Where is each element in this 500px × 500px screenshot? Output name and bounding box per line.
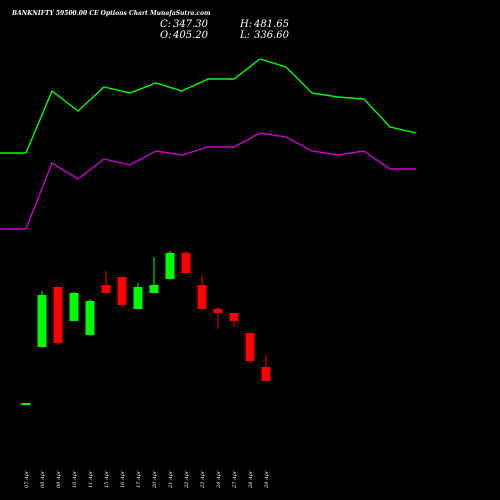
lower-band-line — [0, 132, 416, 230]
x-tick-label: 22 Apr — [184, 470, 190, 489]
candle — [245, 333, 255, 363]
candle-body — [85, 301, 95, 335]
candle — [181, 251, 191, 273]
x-tick-label: 11 Apr — [88, 470, 94, 488]
candle-body — [37, 295, 47, 347]
candle — [261, 355, 271, 381]
chart-title: BANKNIFTY 59500.00 CE Options Chart Muna… — [11, 10, 210, 17]
candle-body — [229, 313, 239, 321]
x-axis-ticks: 07 Apr 08 Apr 09 Apr 10 Apr 11 Apr 15 Apr 16 A… — [24, 470, 270, 489]
x-tick-label: 17 Apr — [136, 470, 142, 488]
candle — [133, 283, 143, 309]
candle-body — [181, 253, 191, 273]
candle — [53, 287, 63, 345]
candle — [229, 313, 239, 327]
candle — [69, 291, 79, 321]
high-label: H: — [239, 19, 252, 30]
candle-body — [101, 285, 111, 293]
candle-body — [21, 403, 31, 405]
x-tick-label: 16 Apr — [120, 470, 126, 488]
x-tick-label: 23 Apr — [200, 470, 206, 489]
candle — [213, 307, 223, 329]
x-tick-label: 07 Apr — [24, 470, 30, 488]
high-value: 481.65 — [253, 19, 289, 30]
x-tick-label: 09 Apr — [56, 470, 62, 488]
x-tick-label: 28 Apr — [248, 470, 254, 489]
close-value: 347.30 — [173, 19, 209, 30]
low-value: 336.60 — [254, 30, 290, 41]
indicator-bands — [0, 58, 417, 230]
candle — [21, 403, 31, 405]
open-value: 405.20 — [172, 30, 209, 41]
low-label: L: — [239, 30, 250, 41]
candle — [117, 277, 127, 307]
close-label: C: — [160, 19, 171, 30]
candle-body — [261, 367, 271, 381]
candle-body — [117, 277, 127, 305]
candle — [101, 271, 111, 293]
candle-body — [149, 285, 159, 293]
open-label: O: — [160, 30, 172, 41]
x-tick-label: 20 Apr — [152, 470, 158, 489]
candles-group — [21, 251, 271, 405]
candle-body — [165, 253, 175, 279]
candle-body — [213, 309, 223, 313]
candle — [197, 275, 207, 309]
candle-body — [197, 285, 207, 309]
x-tick-label: 29 Apr — [264, 470, 270, 489]
x-tick-label: 15 Apr — [104, 470, 110, 488]
candle — [149, 257, 159, 293]
candle-body — [69, 293, 79, 321]
candle-body — [245, 333, 255, 361]
candle — [37, 291, 47, 347]
x-tick-label: 21 Apr — [168, 470, 174, 489]
x-tick-label: 10 Apr — [72, 470, 78, 488]
candle-body — [133, 287, 143, 309]
x-tick-label: 27 Apr — [232, 470, 238, 489]
x-tick-label: 24 Apr — [216, 470, 222, 489]
candle-body — [53, 287, 63, 343]
candle — [165, 251, 175, 279]
upper-band-line — [0, 58, 417, 154]
x-tick-label: 08 Apr — [40, 470, 46, 488]
candle — [85, 299, 95, 335]
